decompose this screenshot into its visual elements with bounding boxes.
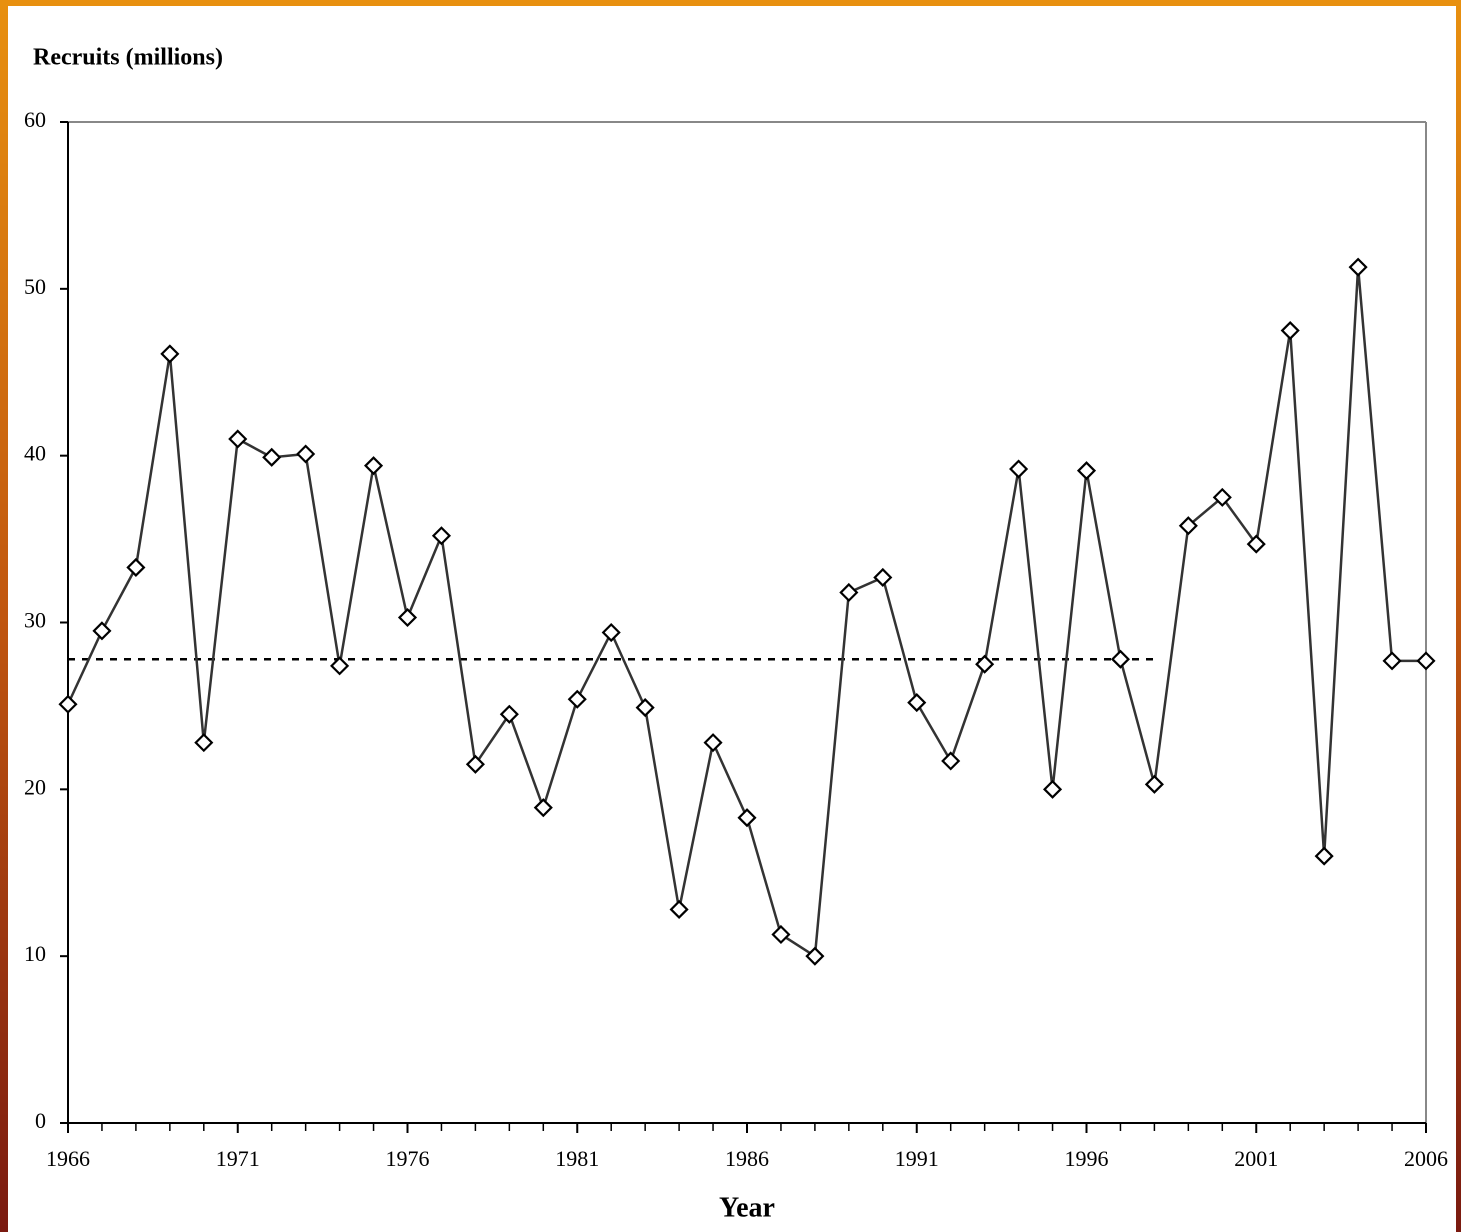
- x-tick-label: 1971: [216, 1146, 260, 1171]
- point-marker: [941, 751, 961, 771]
- point-marker: [296, 444, 316, 464]
- point-marker: [330, 656, 350, 676]
- y-tick-label: 40: [24, 441, 46, 466]
- y-tick-label: 50: [24, 274, 46, 299]
- point-marker: [228, 429, 248, 449]
- point-marker: [1246, 534, 1266, 554]
- point-marker: [669, 899, 689, 920]
- point-marker: [567, 689, 587, 709]
- point-marker: [703, 733, 723, 753]
- y-tick-label: 60: [24, 107, 46, 132]
- x-tick-label: 2006: [1404, 1146, 1448, 1171]
- point-marker: [1280, 320, 1300, 341]
- y-tick-label: 30: [24, 608, 46, 633]
- point-marker: [363, 456, 384, 476]
- point-marker: [975, 654, 995, 674]
- point-marker: [1076, 461, 1097, 481]
- point-marker: [1212, 487, 1232, 507]
- x-tick-label: 1981: [555, 1146, 599, 1171]
- y-tick-label: 20: [24, 774, 46, 799]
- point-marker: [1416, 651, 1436, 671]
- point-marker: [92, 621, 112, 641]
- point-marker: [907, 693, 927, 713]
- point-marker: [635, 698, 655, 718]
- point-marker: [873, 567, 893, 588]
- point-marker: [805, 946, 825, 966]
- point-marker: [771, 924, 791, 945]
- y-tick-label: 0: [35, 1108, 46, 1133]
- point-marker: [1042, 779, 1063, 799]
- point-marker: [160, 344, 180, 364]
- point-marker: [1348, 257, 1368, 277]
- point-marker: [431, 526, 452, 546]
- chart-panel: [8, 6, 1456, 1232]
- point-marker: [601, 622, 621, 643]
- point-marker: [533, 798, 553, 818]
- point-marker: [499, 704, 519, 724]
- point-marker: [126, 557, 146, 578]
- x-tick-label: 1966: [46, 1146, 90, 1171]
- point-marker: [1144, 774, 1164, 794]
- point-marker: [194, 733, 214, 753]
- point-marker: [1110, 649, 1131, 669]
- point-marker: [58, 694, 78, 714]
- x-tick-label: 1996: [1065, 1146, 1109, 1171]
- x-tick-label: 2001: [1234, 1146, 1278, 1171]
- x-tick-label: 1986: [725, 1146, 769, 1171]
- series-line: [66, 267, 1426, 959]
- point-marker: [397, 607, 418, 628]
- x-tick-label: 1991: [895, 1146, 939, 1171]
- point-marker: [839, 582, 859, 603]
- x-axis-title: Year: [719, 1192, 775, 1223]
- point-marker: [262, 447, 282, 467]
- point-marker: [1382, 651, 1402, 671]
- x-tick-label: 1976: [386, 1146, 430, 1171]
- point-marker: [1314, 846, 1334, 866]
- point-marker: [737, 808, 757, 828]
- point-marker: [1009, 459, 1029, 479]
- point-marker: [465, 754, 485, 774]
- point-marker: [1178, 516, 1198, 536]
- y-tick-label: 10: [24, 941, 46, 966]
- y-axis-title: Recruits (millions): [33, 45, 223, 71]
